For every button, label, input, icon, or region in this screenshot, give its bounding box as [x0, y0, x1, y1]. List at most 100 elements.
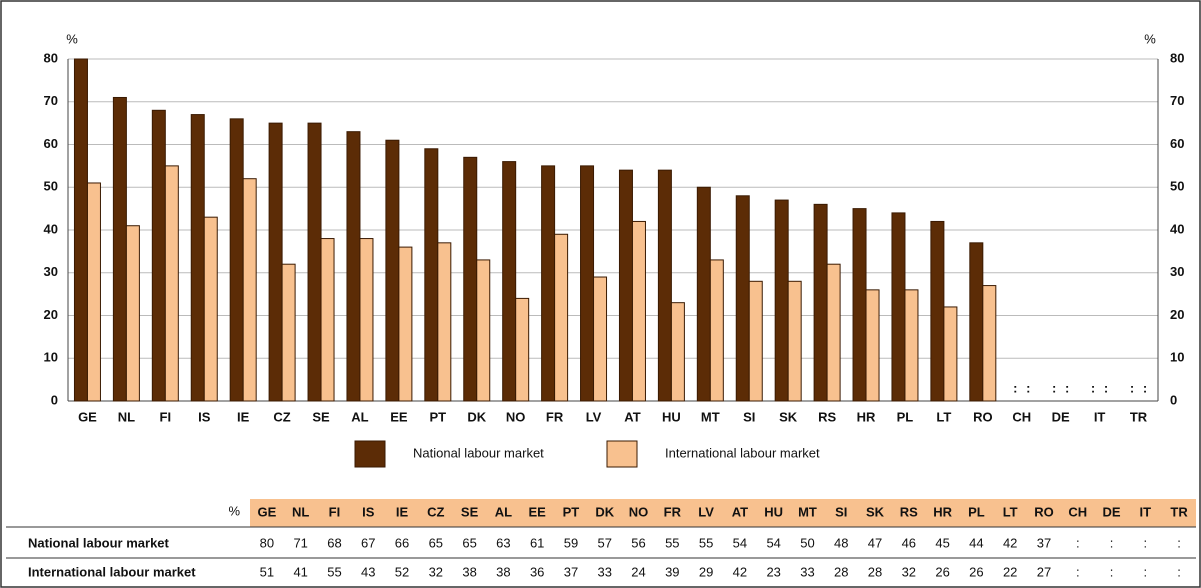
table-cell: 37: [564, 564, 578, 579]
bar: [631, 220, 646, 402]
bar: [476, 259, 491, 402]
x-tick-label: AT: [624, 409, 640, 424]
table-cell: 59: [564, 535, 578, 550]
table-header: MT: [798, 504, 817, 519]
table-header: RO: [1034, 504, 1054, 519]
table-cell: 47: [868, 535, 882, 550]
table-cell: 29: [699, 564, 713, 579]
bar: [580, 165, 595, 402]
y-tick-label: 40: [44, 221, 58, 236]
bar: [437, 242, 452, 402]
bar: [86, 182, 101, 402]
x-tick-label: NO: [506, 409, 526, 424]
table-cell: 45: [935, 535, 949, 550]
table-header: NO: [629, 504, 649, 519]
bar: [398, 246, 413, 402]
table-cell: 43: [361, 564, 375, 579]
bar: [696, 186, 711, 402]
bar: [826, 263, 841, 402]
bar: [904, 289, 919, 402]
x-tick-label: SI: [743, 409, 755, 424]
bar: [424, 148, 439, 402]
table-header: IE: [396, 504, 409, 519]
table-cell: 56: [631, 535, 645, 550]
y2-tick-label: 10: [1170, 350, 1184, 365]
bar: [748, 280, 763, 402]
table-cell: 52: [395, 564, 409, 579]
y-tick-label: 70: [44, 93, 58, 108]
x-tick-label: GE: [78, 409, 97, 424]
table-cell: :: [1144, 535, 1148, 550]
table-cell: 28: [834, 564, 848, 579]
table-header: SK: [866, 504, 885, 519]
x-tick-label: HR: [857, 409, 876, 424]
legend-label: International labour market: [665, 445, 820, 460]
table-cell: 23: [766, 564, 780, 579]
legend-swatch: [354, 440, 386, 468]
table-cell: 41: [293, 564, 307, 579]
bar: [359, 238, 374, 402]
bar: [554, 233, 569, 402]
x-tick-label: RO: [973, 409, 993, 424]
table-header: AL: [495, 504, 512, 519]
table-cell: 42: [1003, 535, 1017, 550]
table-cell: 51: [260, 564, 274, 579]
bar: [865, 289, 880, 402]
legend-label: National labour market: [413, 445, 544, 460]
table-cell: :: [1110, 535, 1114, 550]
legend-swatch: [606, 440, 638, 468]
table-header: LT: [1003, 504, 1018, 519]
x-tick-label: PT: [430, 409, 447, 424]
bar: [852, 208, 867, 402]
bar: [229, 118, 244, 402]
table-cell: 27: [1037, 564, 1051, 579]
table-unit: %: [228, 503, 240, 518]
bar: [787, 280, 802, 402]
x-tick-label: CZ: [273, 409, 290, 424]
table-cell: 32: [902, 564, 916, 579]
table-cell: 38: [496, 564, 510, 579]
table-cell: 48: [834, 535, 848, 550]
table-cell: 22: [1003, 564, 1017, 579]
bar: [281, 263, 296, 402]
table-cell: :: [1177, 564, 1181, 579]
table-cell: 39: [665, 564, 679, 579]
x-tick-label: SK: [779, 409, 798, 424]
table-header: EE: [529, 504, 547, 519]
table-header: GE: [257, 504, 276, 519]
table-header: IS: [362, 504, 375, 519]
x-tick-label: HU: [662, 409, 681, 424]
table-header: AT: [732, 504, 748, 519]
x-tick-label: DE: [1052, 409, 1070, 424]
bar: [307, 122, 322, 402]
bar: [73, 58, 88, 402]
bar: [320, 238, 335, 402]
y-unit: %: [66, 31, 78, 46]
x-tick-label: DK: [467, 409, 486, 424]
bar: [930, 220, 945, 402]
y-tick-label: 80: [44, 50, 58, 65]
table-cell: 54: [766, 535, 780, 550]
table-header: TR: [1170, 504, 1188, 519]
bar: [151, 109, 166, 402]
table-cell: :: [1076, 564, 1080, 579]
y-tick-label: 30: [44, 264, 58, 279]
bar: [891, 212, 906, 402]
bar: [943, 306, 958, 402]
y2-unit: %: [1144, 31, 1156, 46]
table-cell: 55: [665, 535, 679, 550]
missing-marker: :: [1065, 380, 1069, 395]
table-cell: 67: [361, 535, 375, 550]
table-header: SI: [835, 504, 847, 519]
y-tick-label: 20: [44, 307, 58, 322]
table-header: PL: [968, 504, 985, 519]
table-row-label: International labour market: [28, 564, 196, 579]
y2-tick-label: 70: [1170, 93, 1184, 108]
table-cell: :: [1076, 535, 1080, 550]
table-header: PT: [563, 504, 580, 519]
table-header-bg: [250, 499, 1196, 527]
table-cell: 61: [530, 535, 544, 550]
table-cell: 37: [1037, 535, 1051, 550]
x-tick-label: CH: [1012, 409, 1031, 424]
